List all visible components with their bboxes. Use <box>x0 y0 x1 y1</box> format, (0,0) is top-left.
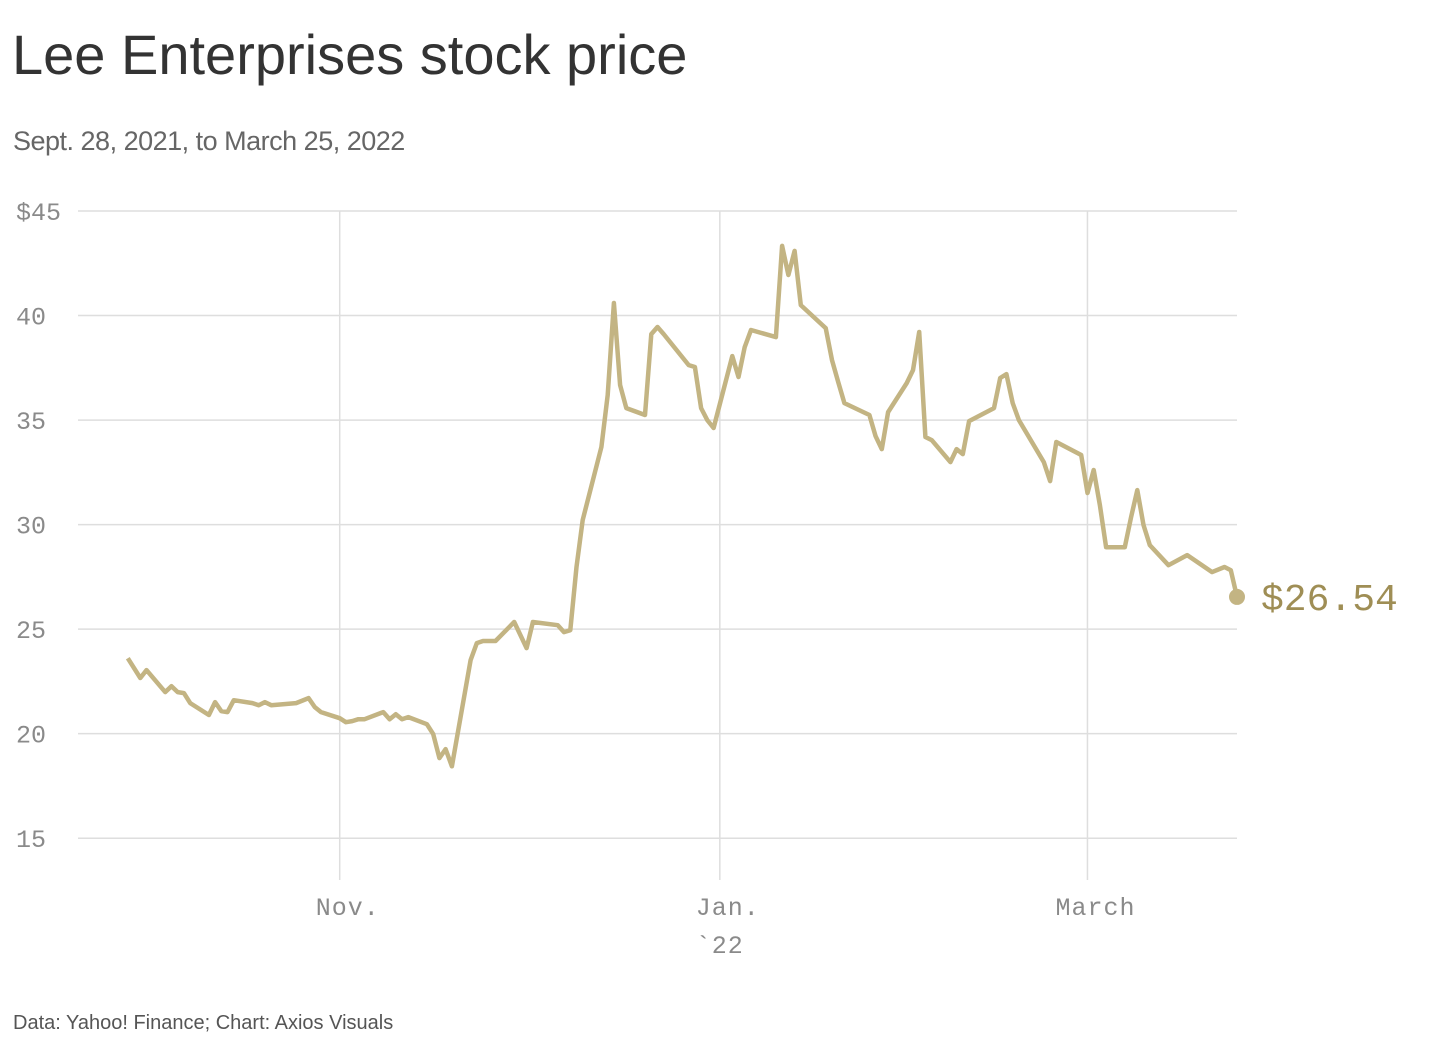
y-tick-label: $45 <box>16 199 61 228</box>
y-tick-label: 30 <box>16 513 46 542</box>
price-line <box>125 243 1240 769</box>
y-tick-label: 20 <box>16 722 46 751</box>
end-value-label: $26.54 <box>1261 579 1398 622</box>
y-tick-label: 25 <box>16 617 46 646</box>
x-tick-label: Jan. <box>696 894 760 923</box>
x-tick-label: Nov. <box>316 894 380 923</box>
y-tick-label: 40 <box>16 304 46 333</box>
x-tick-sublabel: `22 <box>696 932 744 961</box>
y-tick-label: 15 <box>16 826 46 855</box>
x-tick-label: March <box>1055 894 1135 923</box>
source-note: Data: Yahoo! Finance; Chart: Axios Visua… <box>13 1012 393 1034</box>
chart-title: Lee Enterprises stock price <box>12 23 687 86</box>
y-tick-label: 35 <box>16 408 46 437</box>
chart-subtitle: Sept. 28, 2021, to March 25, 2022 <box>13 126 405 156</box>
end-point <box>1229 588 1245 605</box>
